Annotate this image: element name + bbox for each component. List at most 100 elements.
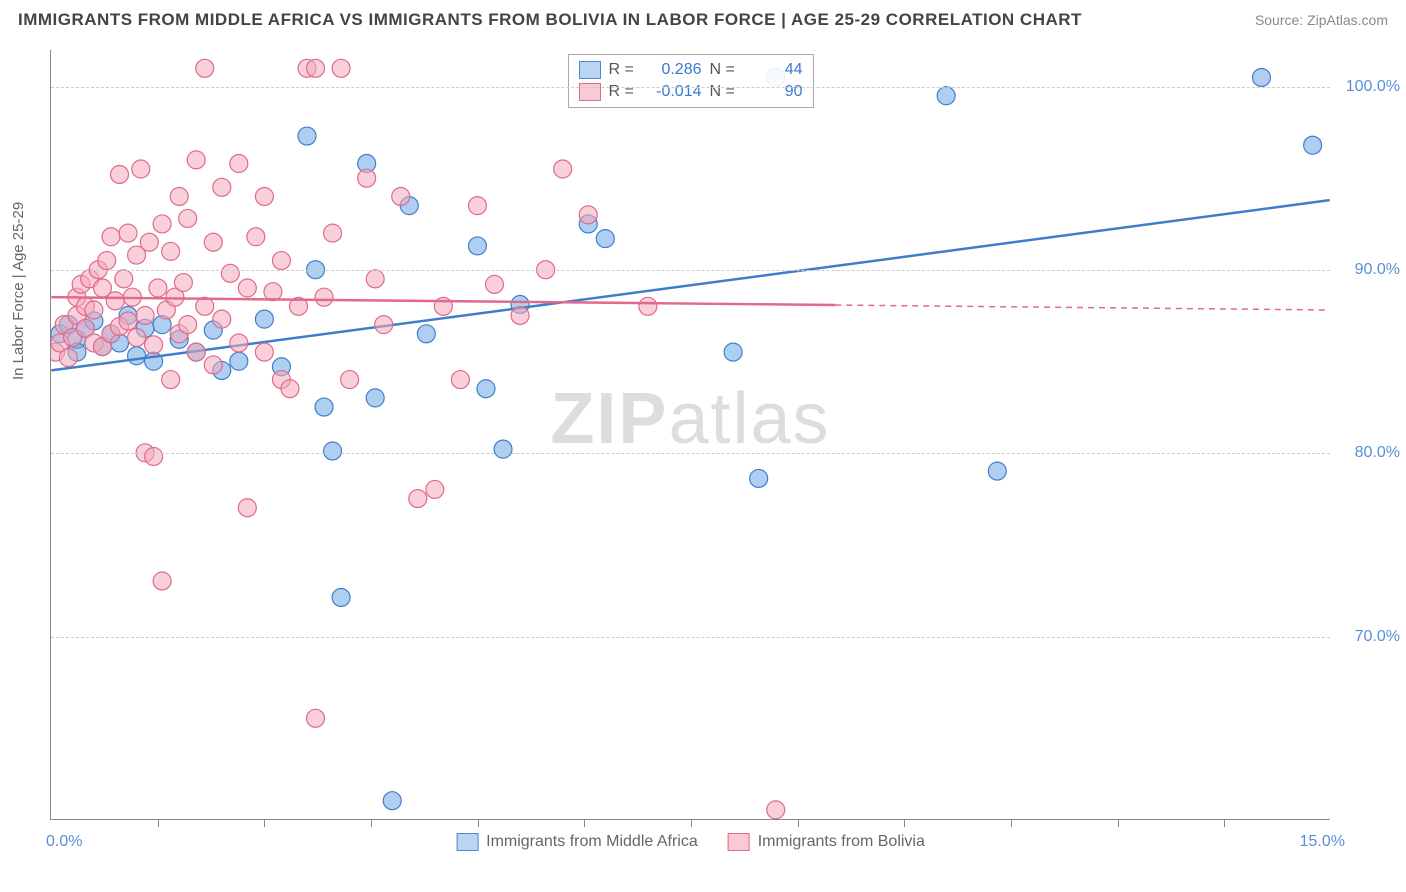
data-point xyxy=(324,442,342,460)
data-point xyxy=(332,59,350,77)
data-point xyxy=(204,356,222,374)
data-point xyxy=(98,252,116,270)
data-point xyxy=(59,349,77,367)
data-point xyxy=(511,306,529,324)
r-value-blue: 0.286 xyxy=(647,61,702,79)
data-point xyxy=(298,127,316,145)
data-point xyxy=(988,462,1006,480)
data-point xyxy=(128,328,146,346)
data-point xyxy=(255,187,273,205)
data-point xyxy=(307,709,325,727)
trend-line-extrapolated xyxy=(835,305,1329,310)
data-point xyxy=(1253,68,1271,86)
data-point xyxy=(102,228,120,246)
data-point xyxy=(494,440,512,458)
data-point xyxy=(409,490,427,508)
data-point xyxy=(281,380,299,398)
data-point xyxy=(341,371,359,389)
y-tick-label: 80.0% xyxy=(1355,444,1400,462)
legend-item-pink: Immigrants from Bolivia xyxy=(728,833,925,851)
x-tick-0: 0.0% xyxy=(46,833,82,851)
chart-title: IMMIGRANTS FROM MIDDLE AFRICA VS IMMIGRA… xyxy=(18,10,1082,30)
data-point xyxy=(196,59,214,77)
data-point xyxy=(383,792,401,810)
data-point xyxy=(451,371,469,389)
data-point xyxy=(392,187,410,205)
data-point xyxy=(426,480,444,498)
data-point xyxy=(596,230,614,248)
data-point xyxy=(119,312,137,330)
data-point xyxy=(247,228,265,246)
data-point xyxy=(255,343,273,361)
n-value-blue: 44 xyxy=(748,61,803,79)
r-label: R = xyxy=(609,61,639,79)
data-point xyxy=(132,160,150,178)
data-point xyxy=(264,283,282,301)
data-point xyxy=(238,499,256,517)
data-point xyxy=(187,151,205,169)
y-tick-label: 70.0% xyxy=(1355,628,1400,646)
data-point xyxy=(196,297,214,315)
data-point xyxy=(115,270,133,288)
legend-row-pink: R = -0.014 N = 90 xyxy=(579,81,803,103)
data-point xyxy=(554,160,572,178)
data-point xyxy=(468,237,486,255)
series-label-blue: Immigrants from Middle Africa xyxy=(486,833,698,851)
data-point xyxy=(485,275,503,293)
data-point xyxy=(238,279,256,297)
correlation-legend: R = 0.286 N = 44 R = -0.014 N = 90 xyxy=(568,54,814,108)
data-point xyxy=(272,252,290,270)
n-label: N = xyxy=(710,61,740,79)
data-point xyxy=(767,801,785,819)
data-point xyxy=(315,398,333,416)
data-point xyxy=(1304,136,1322,154)
data-point xyxy=(230,352,248,370)
data-point xyxy=(750,469,768,487)
series-legend: Immigrants from Middle Africa Immigrants… xyxy=(456,833,925,851)
data-point xyxy=(145,447,163,465)
data-point xyxy=(358,169,376,187)
data-point xyxy=(332,588,350,606)
data-point xyxy=(170,187,188,205)
data-point xyxy=(366,270,384,288)
data-point xyxy=(136,306,154,324)
data-point xyxy=(106,292,124,310)
data-point xyxy=(187,343,205,361)
x-tick-1: 15.0% xyxy=(1300,833,1345,851)
data-point xyxy=(366,389,384,407)
data-point xyxy=(204,233,222,251)
swatch-blue xyxy=(579,61,601,79)
data-point xyxy=(579,206,597,224)
data-point xyxy=(417,325,435,343)
series-label-pink: Immigrants from Bolivia xyxy=(758,833,925,851)
data-point xyxy=(213,178,231,196)
data-point xyxy=(307,59,325,77)
data-point xyxy=(140,233,158,251)
chart-plot-area: ZIPatlas R = 0.286 N = 44 R = -0.014 N =… xyxy=(50,50,1330,820)
data-point xyxy=(477,380,495,398)
data-point xyxy=(174,274,192,292)
data-point xyxy=(128,347,146,365)
data-point xyxy=(85,301,103,319)
data-point xyxy=(179,209,197,227)
data-point xyxy=(153,215,171,233)
y-axis-title: In Labor Force | Age 25-29 xyxy=(10,202,27,380)
data-point xyxy=(179,316,197,334)
source-label: Source: ZipAtlas.com xyxy=(1255,12,1388,28)
data-point xyxy=(149,279,167,297)
data-point xyxy=(375,316,393,334)
data-point xyxy=(153,572,171,590)
data-point xyxy=(468,197,486,215)
data-point xyxy=(221,264,239,282)
data-point xyxy=(162,242,180,260)
data-point xyxy=(162,371,180,389)
legend-item-blue: Immigrants from Middle Africa xyxy=(456,833,698,851)
data-point xyxy=(315,288,333,306)
data-point xyxy=(230,155,248,173)
legend-row-blue: R = 0.286 N = 44 xyxy=(579,59,803,81)
data-point xyxy=(639,297,657,315)
data-point xyxy=(111,166,129,184)
data-point xyxy=(119,224,137,242)
data-point xyxy=(324,224,342,242)
scatter-plot-svg xyxy=(51,50,1330,819)
